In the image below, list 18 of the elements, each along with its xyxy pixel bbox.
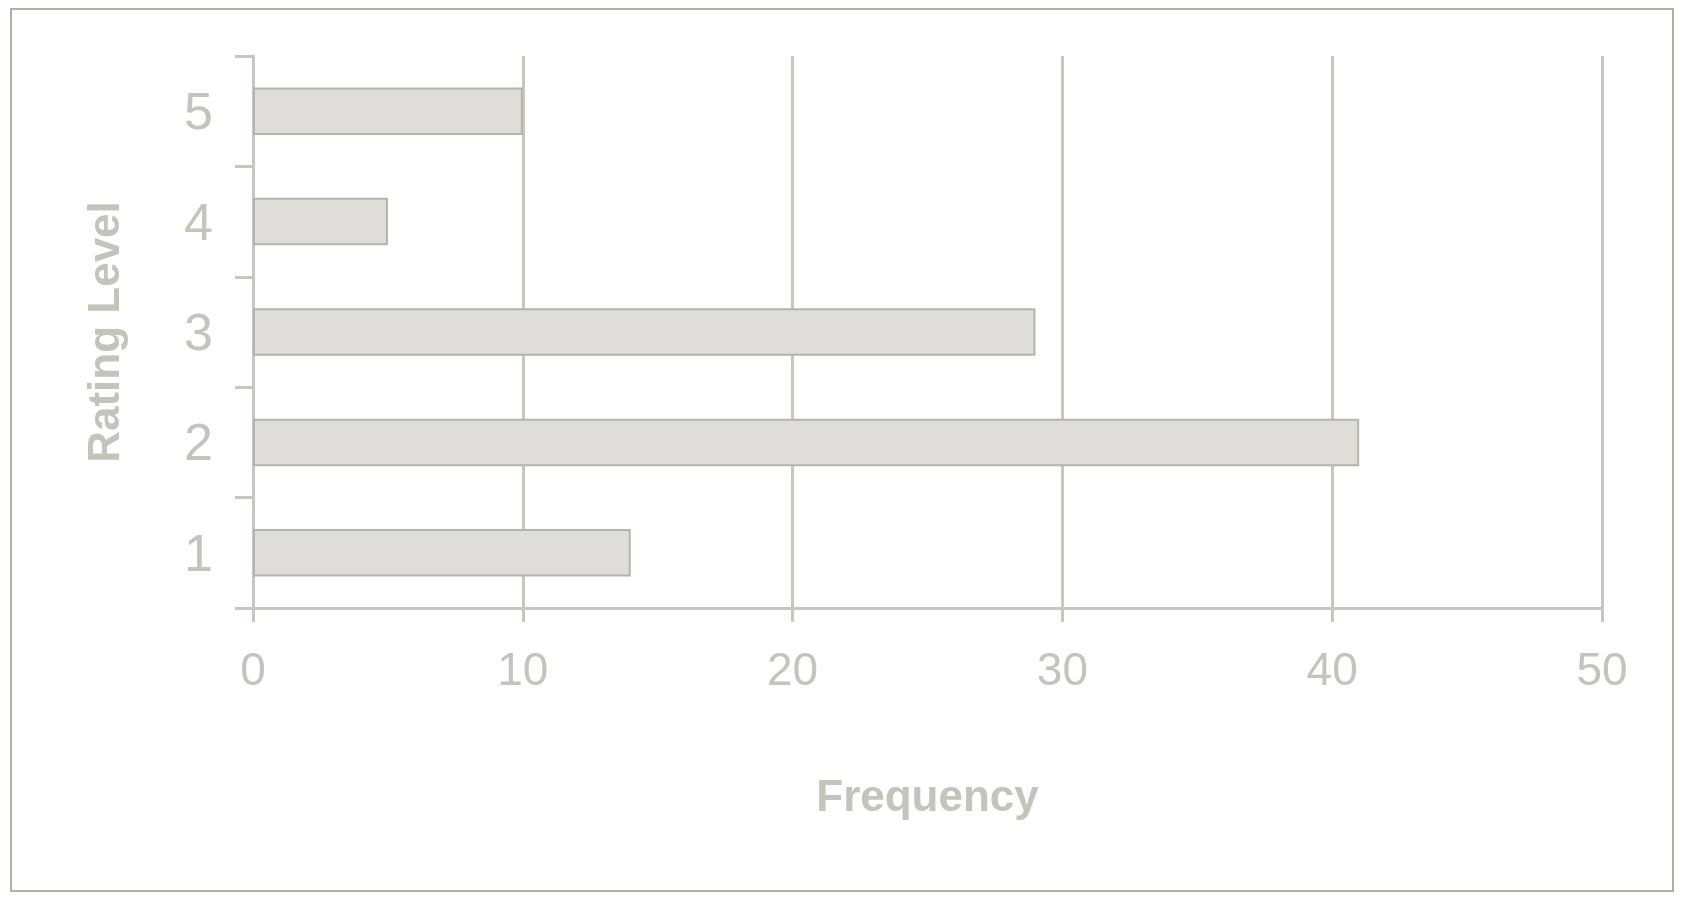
- bar: [253, 87, 523, 135]
- x-tick-label: 40: [1306, 643, 1358, 695]
- y-axis-title: Rating Level: [78, 201, 128, 463]
- y-tick-label: 4: [184, 192, 213, 251]
- y-tick-label: 1: [184, 523, 213, 582]
- bar: [253, 529, 631, 577]
- x-tick-label: 10: [497, 643, 549, 695]
- bar: [253, 418, 1360, 467]
- x-tick-label: 0: [240, 643, 266, 695]
- y-tick-label: 5: [184, 82, 213, 141]
- x-tick-label: 30: [1036, 643, 1088, 695]
- y-tick-label: 3: [184, 303, 213, 361]
- y-tick-label: 2: [184, 413, 213, 472]
- x-tick-label: 20: [767, 643, 819, 695]
- bar: [253, 308, 1036, 356]
- bar: [253, 197, 388, 246]
- x-axis-title: Frequency: [816, 770, 1040, 820]
- x-tick-label: 50: [1576, 643, 1628, 695]
